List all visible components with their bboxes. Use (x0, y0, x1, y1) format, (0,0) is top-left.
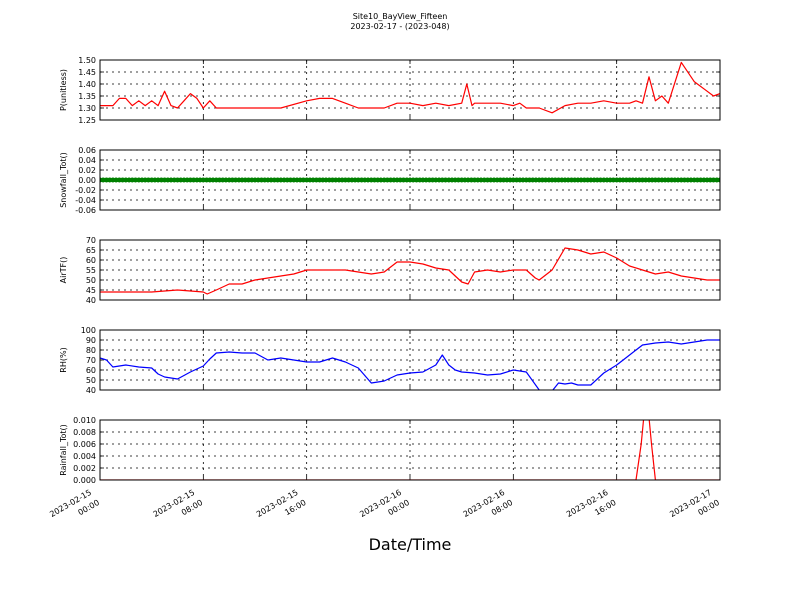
y-tick-label: 45 (86, 286, 96, 295)
y-tick-label: 1.50 (78, 56, 96, 65)
panel-frame (99, 419, 721, 481)
y-tick-label: 100 (81, 326, 96, 335)
y-tick-label: 1.40 (78, 80, 96, 89)
series-group (100, 177, 720, 183)
y-tick-label: 0.006 (73, 440, 96, 449)
y-tick-label: 90 (86, 336, 96, 345)
panel-5: 0.000 0.002 0.004 0.006 0.008 0.010 Rainfall_T… (59, 416, 721, 485)
y-axis-label: Snowfall_Tot() (59, 152, 68, 208)
y-tick-label: 0.004 (73, 452, 96, 461)
y-tick-label: 60 (86, 256, 96, 265)
panels-group: 1.25 1.30 1.35 1.40 1.45 1.50 P(unitless) -0.06… (48, 56, 721, 519)
y-tick-label: 0.000 (73, 476, 96, 485)
panel-frame (99, 149, 721, 211)
y-axis-label: AirTF() (59, 257, 68, 284)
chart-title-line1: Site10_BayView_Fifteen (353, 12, 448, 21)
x-axis-label: Date/Time (369, 535, 452, 554)
y-tick-label: 0.008 (73, 428, 96, 437)
series-line (100, 247, 720, 295)
y-tick-label: -0.04 (75, 196, 96, 205)
series-group (100, 61, 720, 114)
series-group (100, 420, 720, 480)
series-line (100, 339, 720, 390)
y-tick-label: 1.45 (78, 68, 96, 77)
y-tick-label: -0.02 (75, 186, 96, 195)
y-tick-label: 0.002 (73, 464, 96, 473)
panel-1: 1.25 1.30 1.35 1.40 1.45 1.50 P(unitless) (59, 56, 721, 125)
y-tick-label: 65 (86, 246, 96, 255)
chart-title-line2: 2023-02-17 - (2023-048) (350, 22, 449, 31)
y-tick-label: 40 (86, 296, 96, 305)
y-tick-label: 0.010 (73, 416, 96, 425)
y-tick-label: 40 (86, 386, 96, 395)
y-tick-label: -0.06 (75, 206, 96, 215)
y-axis-label: Rainfall_Tot() (59, 424, 68, 476)
series-line (100, 61, 720, 114)
y-tick-label: 55 (86, 266, 96, 275)
panel-2: -0.06-0.04-0.020.000.020.040.06 Snowfall_… (59, 146, 721, 215)
y-tick-label: 0.04 (78, 156, 96, 165)
y-axis-label: P(unitless) (59, 69, 68, 111)
series-group (100, 339, 720, 390)
panel-frame (99, 239, 721, 301)
y-axis-label: RH(%) (59, 347, 68, 372)
panel-frame (99, 59, 721, 121)
y-tick-label: 70 (86, 236, 96, 245)
y-tick-label: 0.00 (78, 176, 96, 185)
y-tick-label: 1.35 (78, 92, 96, 101)
series-point (717, 177, 720, 183)
y-tick-label: 0.02 (78, 166, 96, 175)
series-group (100, 247, 720, 295)
y-tick-label: 1.30 (78, 104, 96, 113)
y-tick-label: 1.25 (78, 116, 96, 125)
y-tick-label: 50 (86, 276, 96, 285)
y-tick-label: 70 (86, 356, 96, 365)
y-tick-label: 0.06 (78, 146, 96, 155)
y-tick-label: 60 (86, 366, 96, 375)
y-tick-label: 80 (86, 346, 96, 355)
series-line (100, 420, 720, 480)
panel-frame (99, 329, 721, 391)
y-tick-label: 50 (86, 376, 96, 385)
